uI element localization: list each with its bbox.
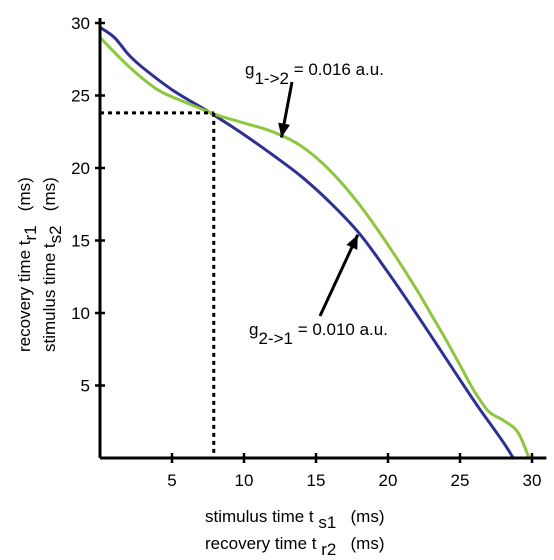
x-axis-label-line-2: recovery time t r2 (ms) [205, 534, 384, 559]
guides-layer [100, 111, 216, 458]
x-axis-label-line-1: stimulus time t s1 (ms) [205, 507, 384, 532]
x-axis-label-line-1-sub: s1 [318, 513, 336, 532]
y-tick-label-5: 5 [81, 377, 90, 396]
x-tick-label-15: 15 [307, 471, 326, 490]
y-axis-label-line-1-unit: (ms) [15, 177, 34, 225]
y-tick-label-15: 15 [71, 232, 90, 251]
y-axis-label-line-2-text: stimulus time t [40, 243, 59, 352]
x-tick-label-5: 5 [167, 471, 176, 490]
y-axis-label-line-2: stimulus time ts2 (ms) [40, 177, 65, 352]
annotation-g21-arrow-shaft [318, 234, 360, 317]
y-tick-label-10: 10 [71, 304, 90, 323]
y-axis-label-line-2-sub: s2 [46, 225, 65, 243]
annotations-layer: g1->2 = 0.016 a.u. g2->1 = 0.010 a.u. [245, 60, 388, 348]
x-tick-label-30: 30 [523, 471, 542, 490]
series-line-1 [98, 25, 515, 460]
annotation-g12-sub: 1->2 [254, 69, 289, 88]
axes-layer [98, 18, 547, 460]
x-axis-label-line-1-text: stimulus time t [205, 507, 318, 526]
annotation-g21-value: = 0.010 a.u. [293, 320, 388, 339]
annotation-g21-sub: 2->1 [258, 329, 293, 348]
y-axis-label-line-2-unit: (ms) [40, 177, 59, 225]
y-axis-label: recovery time tr1 (ms) stimulus time ts2… [15, 177, 65, 352]
x-axis-label-line-2-text: recovery time t [205, 534, 321, 553]
series-line-2 [98, 36, 531, 460]
curves-layer [98, 25, 531, 460]
annotation-g21-arrow-head [346, 234, 358, 250]
y-tick-label-20: 20 [71, 159, 90, 178]
x-axis-label-line-2-unit: (ms) [336, 534, 384, 553]
y-axis-label-line-1-text: recovery time t [15, 240, 34, 352]
y-tick-label-30: 30 [71, 14, 90, 33]
y-axis-label-line-1: recovery time tr1 (ms) [15, 177, 40, 352]
x-axis-label-line-2-sub: r2 [321, 540, 336, 559]
annotation-g12-main: g [245, 60, 254, 79]
x-tick-label-10: 10 [235, 471, 254, 490]
y-tick-label-25: 25 [71, 87, 90, 106]
x-tick-label-25: 25 [451, 471, 470, 490]
annotation-g12: g1->2 = 0.016 a.u. [245, 60, 384, 88]
annotation-arrows [278, 81, 360, 317]
annotation-g21-main: g [249, 320, 258, 339]
annotation-g21: g2->1 = 0.010 a.u. [249, 320, 388, 348]
x-axis-label-line-1-unit: (ms) [336, 507, 384, 526]
ticks-layer: 5 10 15 20 25 30 5 10 15 20 25 30 [71, 14, 541, 490]
y-axis-label-line-1-sub: r1 [21, 225, 40, 240]
x-tick-label-20: 20 [379, 471, 398, 490]
annotation-g12-arrow-head [278, 122, 290, 138]
annotation-g12-value: = 0.016 a.u. [289, 60, 384, 79]
